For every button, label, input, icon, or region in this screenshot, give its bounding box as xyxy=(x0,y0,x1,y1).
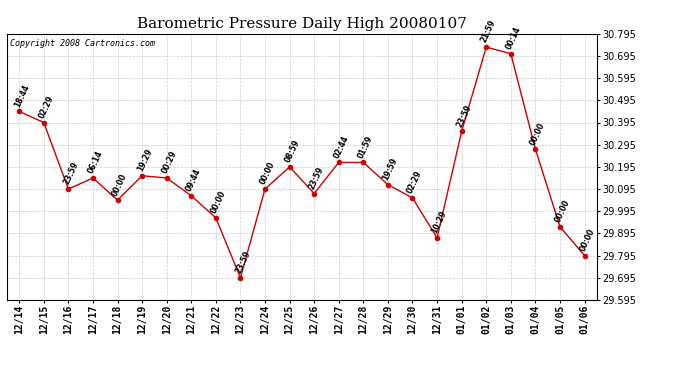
Text: 06:14: 06:14 xyxy=(86,150,104,175)
Text: 02:29: 02:29 xyxy=(37,94,55,120)
Text: 18:44: 18:44 xyxy=(12,83,31,109)
Text: Copyright 2008 Cartronics.com: Copyright 2008 Cartronics.com xyxy=(10,39,155,48)
Text: 00:29: 00:29 xyxy=(160,150,178,175)
Text: 19:59: 19:59 xyxy=(381,156,400,182)
Text: 23:59: 23:59 xyxy=(234,249,252,275)
Title: Barometric Pressure Daily High 20080107: Barometric Pressure Daily High 20080107 xyxy=(137,17,467,31)
Text: 08:59: 08:59 xyxy=(283,138,301,164)
Text: 21:59: 21:59 xyxy=(480,19,497,44)
Text: 00:00: 00:00 xyxy=(258,160,277,186)
Text: 01:59: 01:59 xyxy=(357,134,375,160)
Text: 23:59: 23:59 xyxy=(308,165,326,191)
Text: 00:00: 00:00 xyxy=(529,121,547,146)
Text: 09:44: 09:44 xyxy=(184,167,203,193)
Text: 00:00: 00:00 xyxy=(553,198,571,224)
Text: 00:00: 00:00 xyxy=(209,189,228,215)
Text: 02:29: 02:29 xyxy=(406,170,424,195)
Text: 10:29: 10:29 xyxy=(431,209,448,235)
Text: 02:44: 02:44 xyxy=(332,134,351,160)
Text: 23:59: 23:59 xyxy=(61,161,80,186)
Text: 23:59: 23:59 xyxy=(455,103,473,129)
Text: 00:00: 00:00 xyxy=(578,227,596,253)
Text: 00:14: 00:14 xyxy=(504,25,522,51)
Text: 19:29: 19:29 xyxy=(135,147,154,173)
Text: 00:00: 00:00 xyxy=(111,172,129,197)
